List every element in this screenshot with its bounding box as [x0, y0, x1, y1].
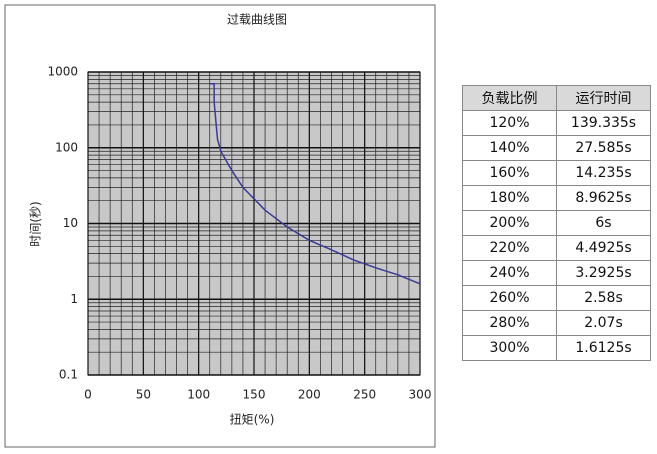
table-row: 140% 27.585s — [462, 135, 651, 161]
chart-title: 过载曲线图 — [227, 13, 287, 27]
table-cell: 140% — [462, 135, 557, 161]
table-cell: 200% — [462, 210, 557, 236]
curve — [209, 82, 421, 285]
table-row: 240% 3.2925s — [462, 260, 651, 286]
y-tick-label: 10 — [63, 216, 78, 230]
x-tick-label: 0 — [84, 388, 92, 402]
y-tick-label: 1 — [70, 292, 78, 306]
table-cell: 2.58s — [556, 285, 651, 311]
y-tick-label: 0.1 — [59, 368, 78, 382]
table-row: 160% 14.235s — [462, 160, 651, 186]
table-row: 180% 8.9625s — [462, 185, 651, 211]
y-axis-label: 时间(秒) — [29, 201, 43, 246]
x-tick-label: 300 — [409, 388, 432, 402]
table-cell: 1.6125s — [556, 335, 651, 361]
y-tick-label: 100 — [55, 140, 78, 154]
x-tick-label: 250 — [353, 388, 376, 402]
table-cell: 240% — [462, 260, 557, 286]
table-cell: 260% — [462, 285, 557, 311]
table-cell: 4.4925s — [556, 235, 651, 261]
table-cell: 180% — [462, 185, 557, 211]
table-row: 280% 2.07s — [462, 310, 651, 336]
table-row: 260% 2.58s — [462, 285, 651, 311]
table-cell: 120% — [462, 110, 557, 136]
table-cell: 6s — [556, 210, 651, 236]
table-header-cell: 负载比例 — [462, 85, 557, 111]
table-row: 120% 139.335s — [462, 110, 651, 136]
table-row: 220% 4.4925s — [462, 235, 651, 261]
x-tick-label: 100 — [187, 388, 210, 402]
table-cell: 300% — [462, 335, 557, 361]
table-cell: 27.585s — [556, 135, 651, 161]
table-cell: 160% — [462, 160, 557, 186]
table-cell: 2.07s — [556, 310, 651, 336]
table-header: 负载比例 运行时间 — [462, 85, 651, 111]
table-cell: 3.2925s — [556, 260, 651, 286]
x-tick-label: 50 — [136, 388, 151, 402]
x-tick-label: 150 — [243, 388, 266, 402]
table-row: 300% 1.6125s — [462, 335, 651, 361]
table-header-cell: 运行时间 — [556, 85, 651, 111]
table-cell: 8.9625s — [556, 185, 651, 211]
table-cell: 14.235s — [556, 160, 651, 186]
chart: 过载曲线图 扭矩(%) 时间(秒) 0.1 1 10 100 1000 0 50 100 150… — [4, 4, 436, 448]
table-row: 200% 6s — [462, 210, 651, 236]
table-cell: 220% — [462, 235, 557, 261]
x-axis-label: 扭矩(%) — [230, 413, 275, 427]
y-tick-label: 1000 — [47, 65, 78, 79]
table-cell: 280% — [462, 310, 557, 336]
data-table: 负载比例 运行时间 120% 139.335s 140% 27.585s 160% 14.23… — [462, 85, 651, 361]
x-tick-label: 200 — [298, 388, 321, 402]
table-cell: 139.335s — [556, 110, 651, 136]
chart-frame — [4, 4, 436, 448]
